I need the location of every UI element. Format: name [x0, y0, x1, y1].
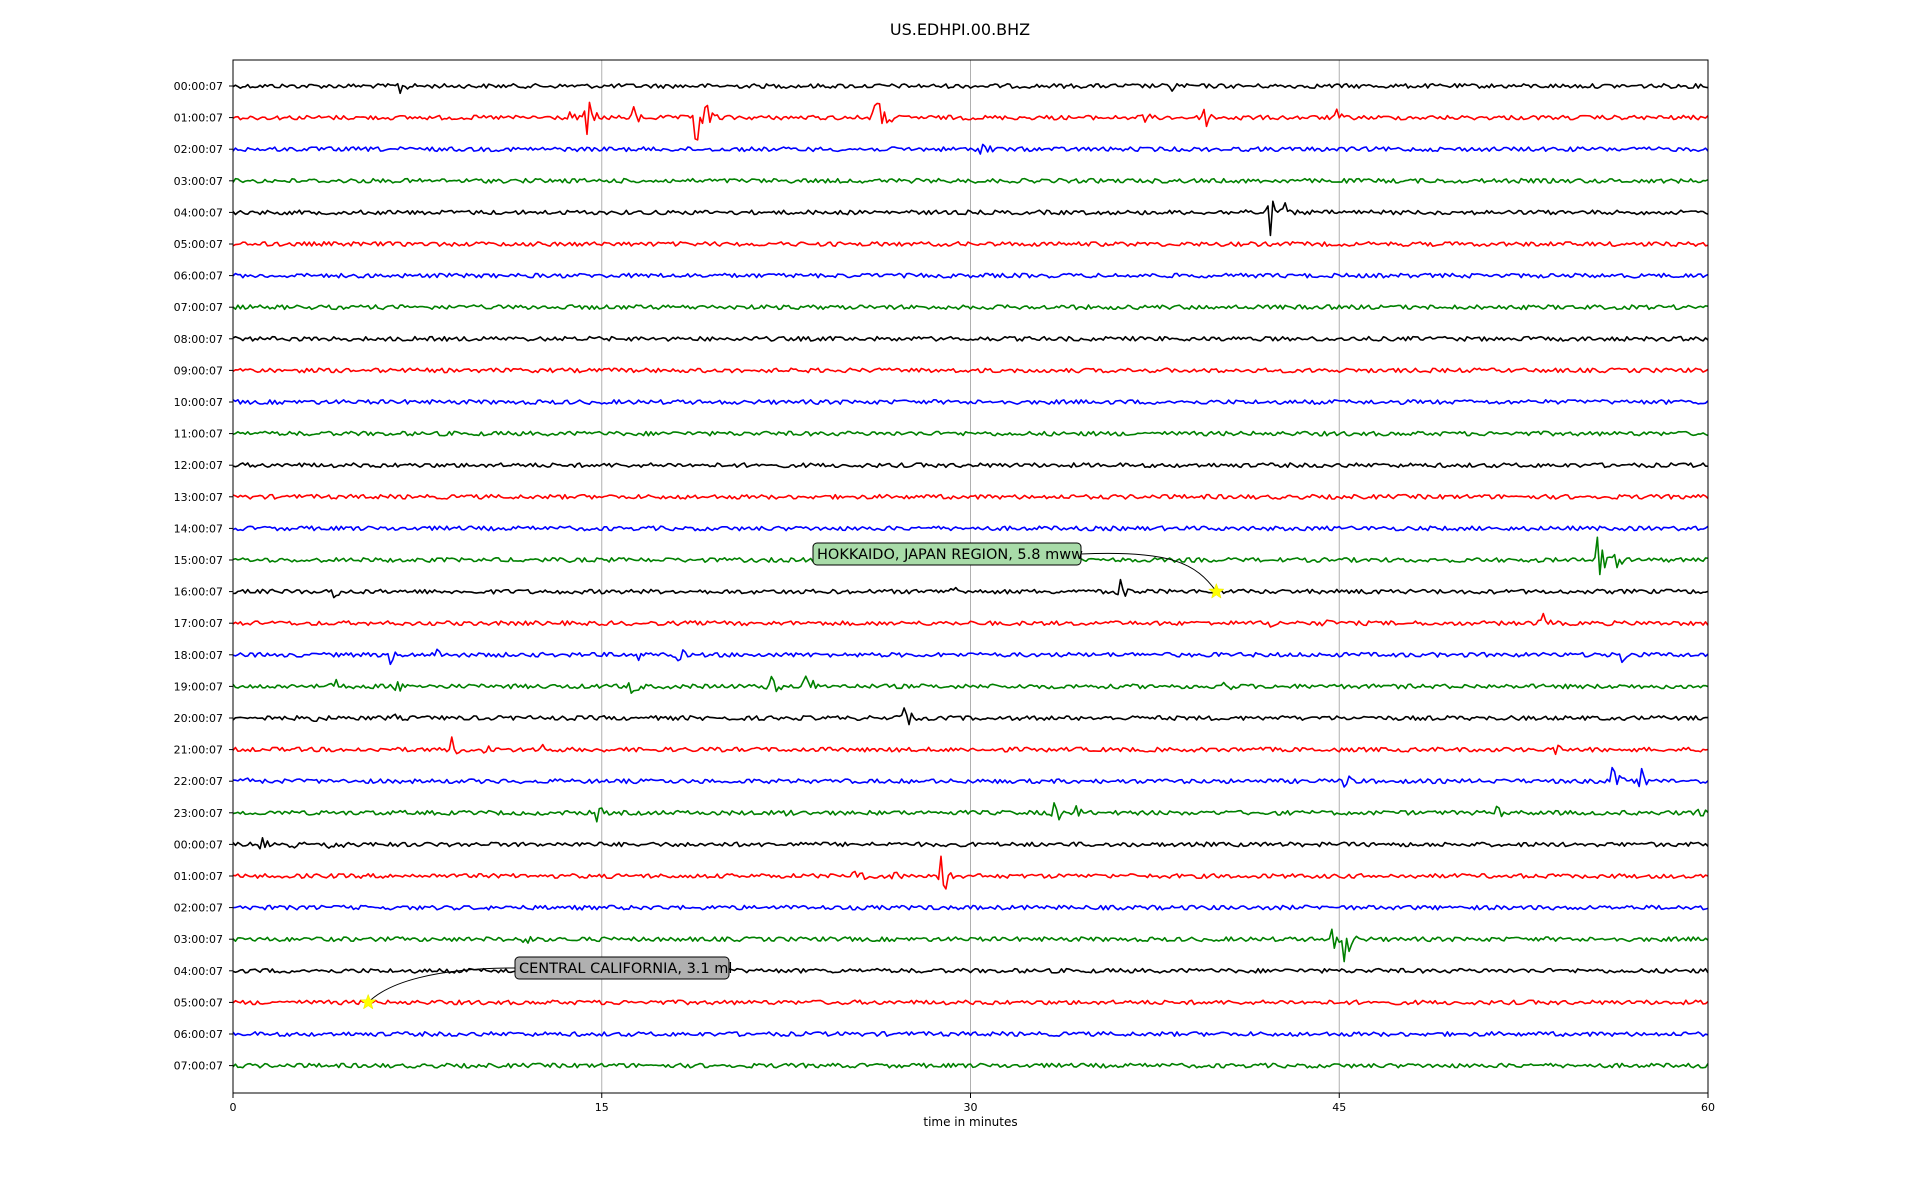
- y-tick-label: 14:00:07: [174, 522, 223, 535]
- y-tick-label: 23:00:07: [174, 807, 223, 820]
- y-tick-label: 03:00:07: [174, 175, 223, 188]
- annotation-box: [514, 956, 730, 980]
- y-tick-label: 10:00:07: [174, 396, 223, 409]
- trace-line: [232, 648, 1709, 666]
- trace-line: [232, 272, 1709, 279]
- y-tick-label: 07:00:07: [174, 301, 223, 314]
- trace-group: [232, 82, 1709, 1069]
- grid-lines: [601, 60, 1340, 1093]
- trace-line: [232, 200, 1709, 237]
- y-tick-labels: 00:00:07 01:00:07 02:00:07 03:00:07 04:00:07…: [174, 80, 233, 1073]
- y-tick-label: 04:00:07: [174, 965, 223, 978]
- y-tick-label: 18:00:07: [174, 649, 223, 662]
- trace-line: [232, 82, 1709, 95]
- y-tick-label: 20:00:07: [174, 712, 223, 725]
- trace-line: [232, 707, 1709, 726]
- annotation-box: [812, 542, 1082, 566]
- y-tick-label: 08:00:07: [174, 333, 223, 346]
- trace-line: [232, 904, 1709, 911]
- annotation-label: HOKKAIDO, JAPAN REGION, 5.8 mww: [817, 547, 1083, 563]
- y-tick-label: 21:00:07: [174, 744, 223, 757]
- x-tick-label: 0: [230, 1101, 237, 1114]
- x-tick-label: 30: [964, 1101, 978, 1114]
- y-tick-label: 22:00:07: [174, 775, 223, 788]
- trace-line: [232, 855, 1709, 890]
- y-tick-label: 02:00:07: [174, 902, 223, 915]
- y-tick-label: 07:00:07: [174, 1060, 223, 1073]
- trace-line: [232, 1031, 1709, 1037]
- y-tick-label: 06:00:07: [174, 1028, 223, 1041]
- annotation-arrow: [1080, 552, 1217, 592]
- trace-line: [232, 367, 1709, 374]
- axes-frame: [232, 59, 1709, 1094]
- y-tick-label: 17:00:07: [174, 617, 223, 630]
- y-tick-label: 19:00:07: [174, 680, 223, 693]
- trace-line: [232, 399, 1709, 405]
- y-tick-label: 05:00:07: [174, 996, 223, 1009]
- y-tick-label: 02:00:07: [174, 143, 223, 156]
- y-tick-label: 09:00:07: [174, 364, 223, 377]
- y-tick-label: 04:00:07: [174, 206, 223, 219]
- y-tick-label: 01:00:07: [174, 112, 223, 125]
- y-tick-label: 06:00:07: [174, 270, 223, 283]
- trace-line: [232, 837, 1709, 850]
- trace-line: [232, 177, 1709, 184]
- y-tick-label: 05:00:07: [174, 238, 223, 251]
- y-tick-label: 00:00:07: [174, 838, 223, 851]
- x-tick-label: 45: [1332, 1101, 1346, 1114]
- x-tick-label: 15: [595, 1101, 609, 1114]
- annotation-label: CENTRAL CALIFORNIA, 3.1 ml: [519, 961, 732, 977]
- annotation-arrow: [367, 967, 516, 1003]
- chart-title: US.EDHPI.00.BHZ: [889, 20, 1031, 39]
- trace-line: [232, 241, 1709, 247]
- y-tick-label: 16:00:07: [174, 586, 223, 599]
- trace-line: [232, 1062, 1709, 1069]
- y-tick-label: 12:00:07: [174, 459, 223, 472]
- event-star-icon: [1208, 582, 1225, 599]
- trace-line: [232, 143, 1709, 155]
- trace-line: [232, 462, 1709, 469]
- trace-line: [232, 766, 1709, 788]
- trace-line: [232, 525, 1709, 532]
- y-tick-label: 00:00:07: [174, 80, 223, 93]
- trace-line: [232, 430, 1709, 437]
- y-tick-label: 13:00:07: [174, 491, 223, 504]
- y-tick-label: 01:00:07: [174, 870, 223, 883]
- y-tick-label: 11:00:07: [174, 428, 223, 441]
- trace-line: [232, 493, 1709, 500]
- trace-line: [232, 578, 1709, 599]
- trace-line: [232, 335, 1709, 342]
- y-tick-label: 15:00:07: [174, 554, 223, 567]
- trace-line: [232, 612, 1709, 628]
- trace-line: [232, 304, 1709, 311]
- trace-line: [232, 928, 1709, 963]
- x-tick-label: 60: [1701, 1101, 1715, 1114]
- x-axis-label: time in minutes: [923, 1115, 1018, 1129]
- x-ticks: 0 15 30 45 60: [230, 1093, 1715, 1114]
- trace-line: [232, 675, 1709, 694]
- trace-line: [232, 999, 1709, 1006]
- event-star-icon: [359, 993, 377, 1010]
- trace-line: [232, 736, 1709, 756]
- trace-line: [232, 802, 1709, 823]
- event-annotations: HOKKAIDO, JAPAN REGION, 5.8 mww CENTRAL C…: [359, 542, 1225, 1010]
- y-tick-label: 03:00:07: [174, 933, 223, 946]
- trace-line: [232, 101, 1709, 141]
